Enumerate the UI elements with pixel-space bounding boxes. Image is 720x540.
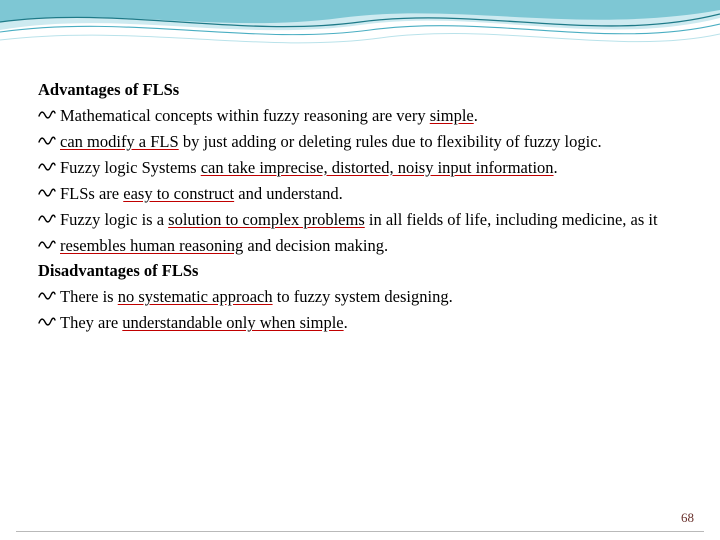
- bullet-text: Fuzzy logic is a solution to complex pro…: [60, 208, 682, 232]
- bullet-item: Fuzzy logic is a solution to complex pro…: [38, 208, 682, 232]
- bullet-icon: [38, 285, 60, 309]
- bullet-item: can modify a FLS by just adding or delet…: [38, 130, 682, 154]
- bullet-item: resembles human reasoning and decision m…: [38, 234, 682, 258]
- bullet-icon: [38, 182, 60, 206]
- page-number: 68: [681, 510, 694, 526]
- bullet-icon: [38, 234, 60, 258]
- bullet-item: Mathematical concepts within fuzzy reaso…: [38, 104, 682, 128]
- bullet-text: resembles human reasoning and decision m…: [60, 234, 682, 258]
- bottom-divider: [16, 531, 704, 532]
- bullet-icon: [38, 311, 60, 335]
- bullet-item: They are understandable only when simple…: [38, 311, 682, 335]
- bullet-item: FLSs are easy to construct and understan…: [38, 182, 682, 206]
- bullet-text: There is no systematic approach to fuzzy…: [60, 285, 682, 309]
- bullet-text: FLSs are easy to construct and understan…: [60, 182, 682, 206]
- bullet-item: Fuzzy logic Systems can take imprecise, …: [38, 156, 682, 180]
- bullet-icon: [38, 130, 60, 154]
- bullet-item: There is no systematic approach to fuzzy…: [38, 285, 682, 309]
- bullet-text: Fuzzy logic Systems can take imprecise, …: [60, 156, 682, 180]
- bullet-text: can modify a FLS by just adding or delet…: [60, 130, 682, 154]
- slide-body: Advantages of FLSs Mathematical concepts…: [0, 0, 720, 335]
- bullet-icon: [38, 208, 60, 232]
- bullet-icon: [38, 156, 60, 180]
- heading-disadvantages: Disadvantages of FLSs: [38, 259, 682, 283]
- bullet-icon: [38, 104, 60, 128]
- bullet-text: Mathematical concepts within fuzzy reaso…: [60, 104, 682, 128]
- heading-advantages: Advantages of FLSs: [38, 78, 682, 102]
- bullet-text: They are understandable only when simple…: [60, 311, 682, 335]
